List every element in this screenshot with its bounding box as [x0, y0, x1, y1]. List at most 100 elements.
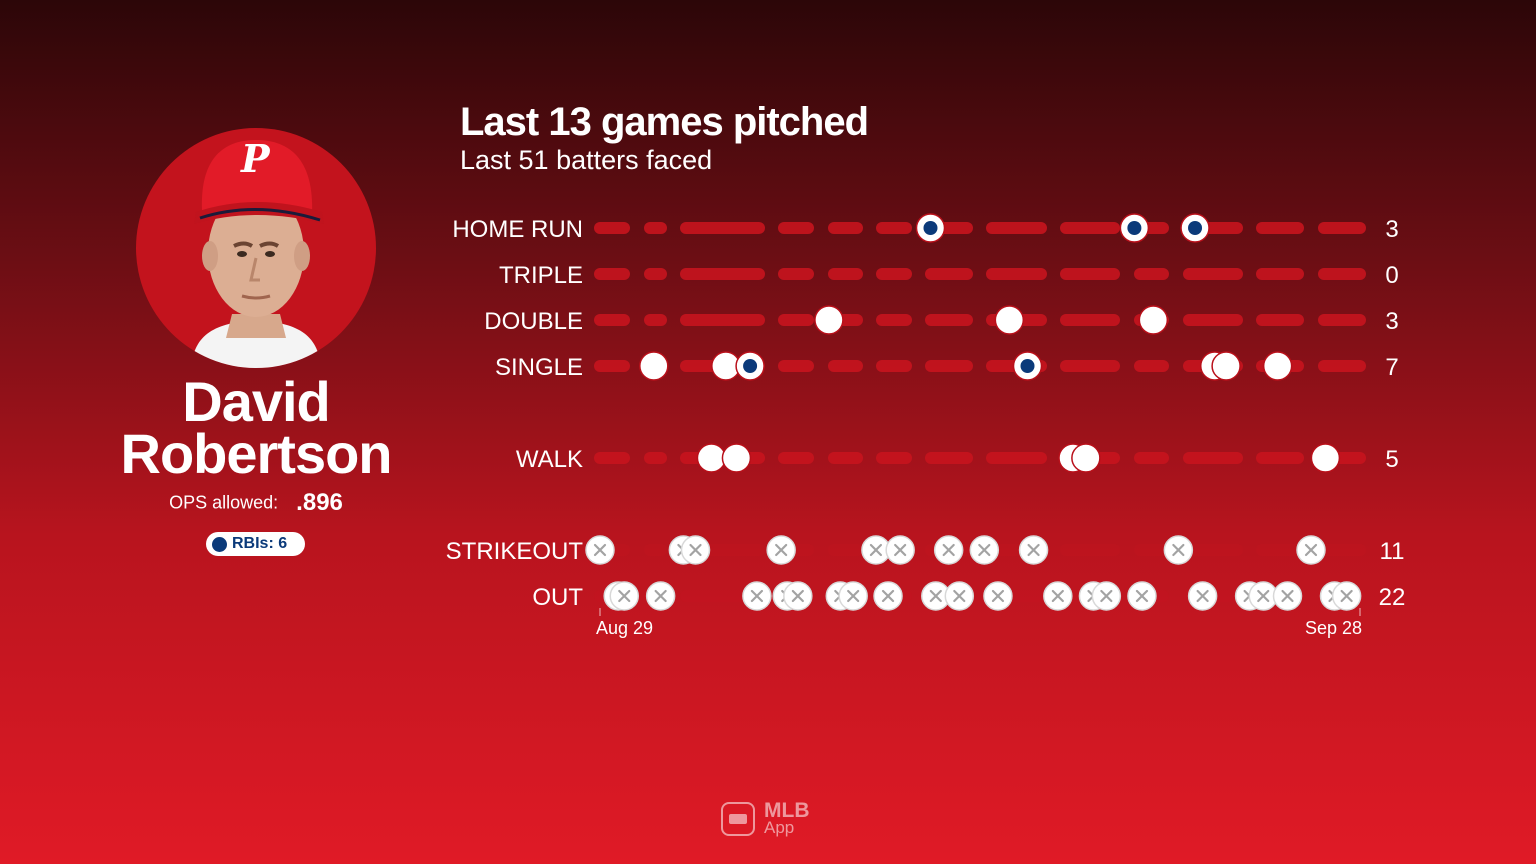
- player-first-name: David: [182, 370, 331, 433]
- game-segment: [828, 544, 863, 556]
- out-marker: [885, 535, 915, 565]
- rbi-event-marker: [1119, 213, 1150, 243]
- game-segment: [594, 222, 630, 234]
- game-segment: [1256, 544, 1304, 556]
- out-marker: [944, 581, 975, 611]
- row-label-walk: WALK: [516, 446, 583, 473]
- game-segment: [1060, 360, 1120, 372]
- game-segment: [1318, 222, 1366, 234]
- game-segment: [644, 314, 667, 326]
- game-segment: [644, 222, 667, 234]
- game-segment: [986, 222, 1047, 234]
- player-last-name: Robertson: [120, 422, 393, 485]
- game-segment: [778, 222, 814, 234]
- logo-text-app: App: [764, 818, 795, 837]
- out-marker: [609, 581, 640, 611]
- event-marker: [814, 305, 844, 335]
- game-segment: [1256, 452, 1304, 464]
- cap-logo: P: [241, 136, 270, 181]
- event-marker: [1071, 443, 1101, 473]
- game-segment: [1060, 268, 1120, 280]
- event-marker: [1310, 443, 1341, 473]
- game-segment: [778, 314, 814, 326]
- game-segment: [876, 452, 912, 464]
- game-segment: [1256, 314, 1304, 326]
- row-label-triple: TRIPLE: [499, 262, 583, 289]
- out-marker: [1127, 581, 1157, 611]
- game-segment: [1318, 268, 1366, 280]
- out-marker: [1331, 581, 1362, 611]
- game-segment: [876, 360, 912, 372]
- game-segment: [1060, 544, 1120, 556]
- row-label-double: DOUBLE: [484, 308, 583, 335]
- out-marker: [1272, 581, 1303, 611]
- row-total-out: 22: [1379, 584, 1406, 611]
- game-segment: [778, 268, 814, 280]
- out-marker: [766, 535, 796, 565]
- game-segment: [876, 268, 912, 280]
- game-segment: [828, 222, 863, 234]
- game-segment: [1134, 452, 1169, 464]
- game-segment: [1256, 268, 1304, 280]
- game-segment: [594, 360, 630, 372]
- event-marker: [696, 443, 727, 473]
- game-segment: [644, 268, 667, 280]
- mlb-logo-icon: [721, 802, 755, 836]
- event-marker: [639, 351, 669, 381]
- out-marker: [1187, 581, 1218, 611]
- rbi-event-marker: [915, 213, 946, 243]
- game-segment: [778, 360, 814, 372]
- out-marker: [1018, 535, 1049, 565]
- chart-subtitle: Last 51 batters faced: [460, 145, 713, 175]
- row-label-home-run: HOME RUN: [452, 216, 583, 243]
- rbi-label: RBIs: 6: [232, 535, 288, 552]
- out-marker: [838, 581, 868, 611]
- game-segment: [876, 222, 912, 234]
- row-total-triple: 0: [1385, 262, 1398, 289]
- game-segment: [1256, 222, 1304, 234]
- rbi-event-marker: [735, 351, 765, 381]
- rbi-event-marker: [1012, 351, 1043, 381]
- game-segment: [680, 268, 765, 280]
- game-segment: [594, 268, 630, 280]
- row-total-home-run: 3: [1385, 216, 1398, 243]
- rbi-dot-icon: [212, 536, 227, 552]
- player-name: David Robertson: [80, 370, 432, 485]
- game-segment: [680, 314, 765, 326]
- out-marker: [585, 535, 615, 565]
- game-segment: [778, 452, 814, 464]
- game-segment: [1183, 544, 1243, 556]
- out-marker: [933, 535, 964, 565]
- out-marker: [969, 535, 1000, 565]
- event-marker: [1211, 351, 1241, 381]
- game-segment: [1318, 544, 1366, 556]
- ops-value: .896: [296, 489, 343, 516]
- out-marker: [1091, 581, 1122, 611]
- game-segment: [1318, 360, 1366, 372]
- game-segment: [594, 314, 630, 326]
- game-segment: [925, 314, 973, 326]
- rbi-event-marker: [1180, 213, 1210, 243]
- ops-stat: OPS allowed: .896: [80, 489, 432, 517]
- row-total-single: 7: [1385, 354, 1398, 381]
- game-segment: [828, 360, 863, 372]
- game-segment: [1134, 268, 1169, 280]
- row-total-double: 3: [1385, 308, 1398, 335]
- row-total-strikeout: 11: [1380, 538, 1405, 565]
- game-segment: [594, 452, 630, 464]
- row-label-strikeout: STRIKEOUT: [446, 538, 584, 565]
- chart-title: Last 13 games pitched: [460, 100, 869, 144]
- out-marker: [1163, 535, 1194, 565]
- date-label-start: Aug 29: [596, 618, 653, 638]
- out-marker: [983, 581, 1013, 611]
- event-marker: [994, 305, 1025, 335]
- game-segment: [680, 222, 765, 234]
- ops-label: OPS allowed:: [169, 492, 279, 513]
- game-segment: [1318, 314, 1366, 326]
- out-marker: [680, 535, 711, 565]
- rbi-legend-badge: RBIs: 6: [206, 532, 305, 556]
- event-marker: [1262, 351, 1293, 381]
- event-marker: [1138, 305, 1169, 335]
- game-segment: [876, 314, 912, 326]
- game-segment: [828, 452, 863, 464]
